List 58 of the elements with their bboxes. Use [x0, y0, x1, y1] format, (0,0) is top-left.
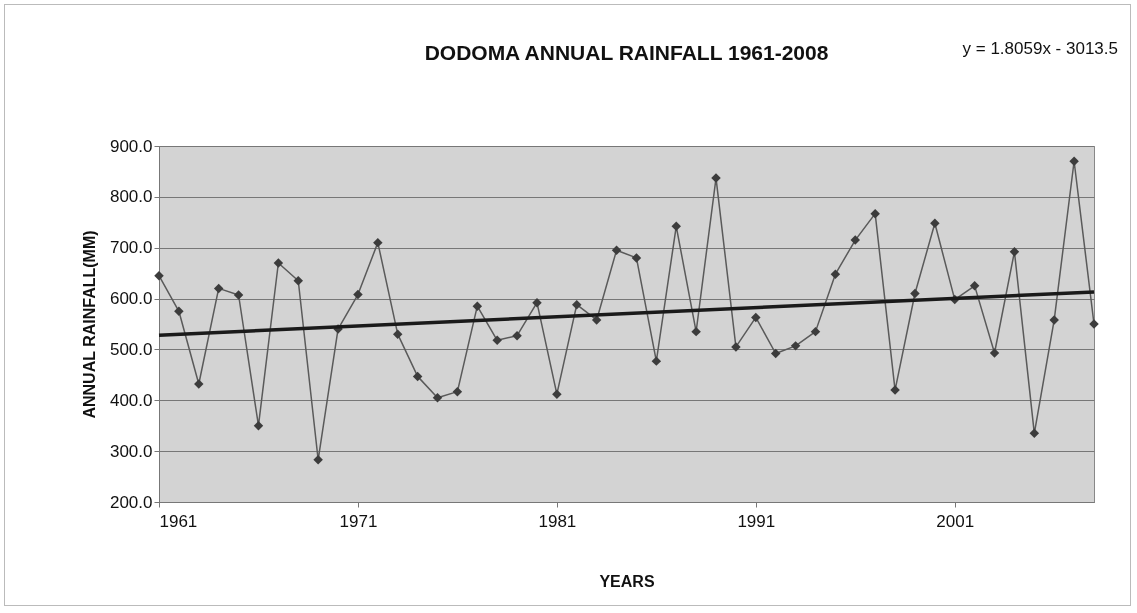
- point: [850, 235, 861, 245]
- y-axis-title: ANNUAL RAINFALL(MM): [80, 230, 98, 419]
- y-tick-label: 600.0: [109, 289, 153, 309]
- point: [1009, 247, 1020, 257]
- point: [253, 420, 264, 431]
- point: [432, 393, 443, 403]
- point: [392, 329, 403, 339]
- point: [213, 283, 224, 294]
- point: [830, 269, 841, 279]
- point: [373, 237, 383, 248]
- point: [671, 221, 681, 232]
- x-tick-label: 1961: [159, 511, 198, 531]
- point: [492, 335, 502, 346]
- point: [770, 348, 781, 359]
- point: [532, 297, 542, 308]
- text: y = 1.8059x - 3013.5: [962, 39, 1118, 59]
- point: [611, 245, 622, 255]
- point: [1029, 428, 1040, 439]
- point: [512, 330, 522, 341]
- point: [810, 326, 821, 337]
- point: [472, 301, 483, 311]
- point: [870, 208, 880, 219]
- point: [273, 258, 284, 268]
- point: [651, 356, 662, 366]
- point: [154, 270, 164, 281]
- point: [910, 288, 920, 299]
- y-tick-label: 200.0: [109, 492, 153, 512]
- point: [969, 281, 980, 291]
- point: [572, 299, 582, 310]
- point: [452, 386, 463, 397]
- point: [989, 348, 1000, 358]
- x-tick-label: 2001: [936, 511, 975, 531]
- point: [233, 290, 244, 300]
- y-tick-label: 800.0: [109, 187, 153, 207]
- point: [412, 371, 423, 382]
- x-tick-label: 1971: [339, 511, 378, 531]
- x-axis-title: YEARS: [599, 572, 655, 590]
- x-tick-label: 1981: [538, 511, 577, 531]
- point: [591, 315, 602, 325]
- point: [313, 455, 323, 465]
- y-tick-label: 700.0: [109, 238, 153, 258]
- point: [691, 326, 701, 337]
- point: [293, 276, 303, 286]
- point: [790, 341, 801, 351]
- x-tick-label: 1991: [737, 511, 776, 531]
- y-tick-label: 900.0: [109, 136, 153, 156]
- point: [552, 389, 562, 399]
- point: [631, 253, 642, 263]
- point: [751, 312, 761, 323]
- point: [174, 306, 184, 317]
- point: [353, 289, 363, 300]
- y-tick-label: 300.0: [109, 441, 153, 461]
- chart-title: DODOMA ANNUAL RAINFALL 1961-2008: [424, 41, 829, 64]
- point: [930, 218, 940, 229]
- point: [1049, 315, 1059, 325]
- y-tick-label: 400.0: [109, 390, 153, 410]
- point: [1069, 156, 1079, 166]
- y-tick-label: 500.0: [109, 339, 153, 359]
